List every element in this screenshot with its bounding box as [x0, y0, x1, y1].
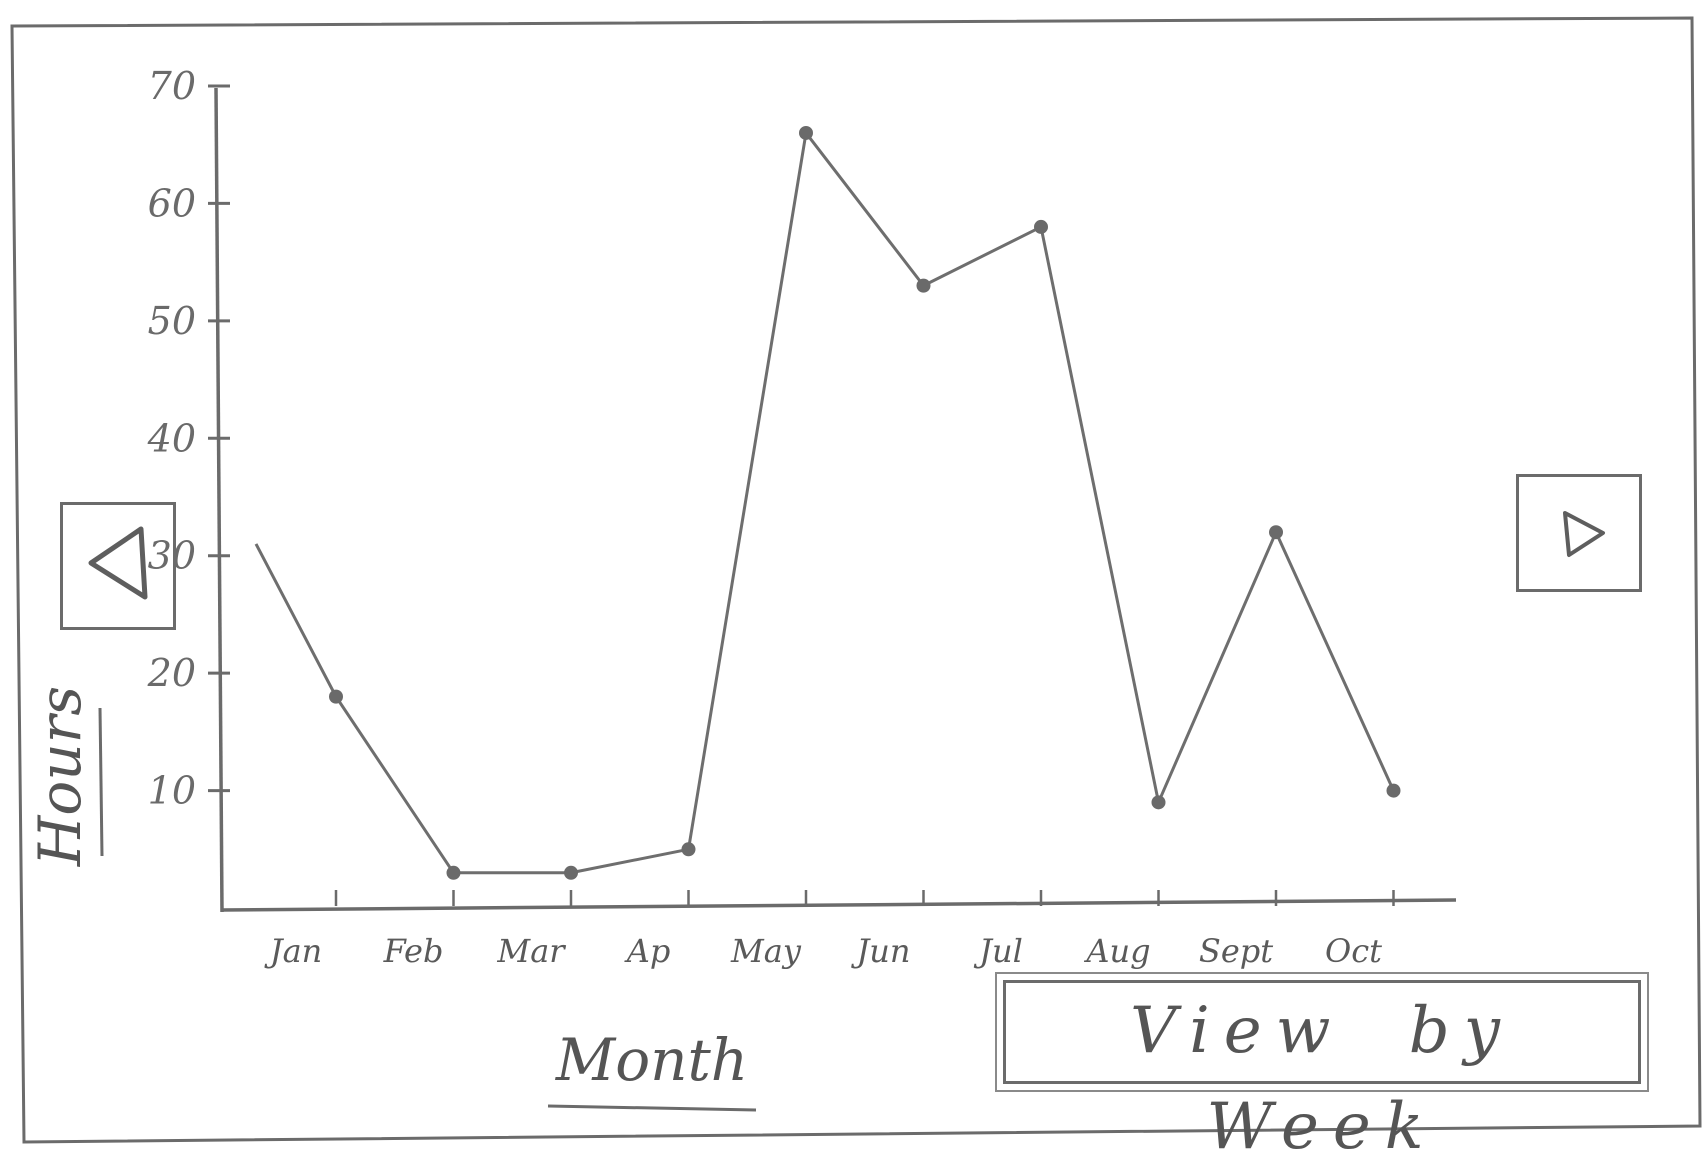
previous-period-button[interactable]: [60, 502, 176, 630]
sketch-frame: [10, 16, 1702, 1144]
data-point: [1151, 795, 1166, 810]
x-axis-line: [221, 898, 1457, 912]
y-axis-title: Hours: [26, 686, 94, 867]
next-period-button[interactable]: [1516, 474, 1642, 592]
x-tick-label: Sept: [1199, 932, 1273, 970]
data-point: [1034, 219, 1048, 234]
x-axis-ticks: Jan Feb Mar Ap May Jun Jul Aug Sept Oct: [264, 890, 1395, 970]
y-tick-label: 40: [147, 416, 196, 460]
data-point: [1386, 783, 1401, 798]
series-layer: [254, 125, 1401, 880]
triangle-right-icon: [1563, 511, 1605, 557]
data-point: [446, 865, 461, 880]
data-point: [1269, 525, 1283, 540]
data-point: [564, 865, 578, 880]
x-tick-label: Mar: [496, 932, 566, 970]
x-axis-title: Month: [555, 1026, 748, 1094]
y-tick-label: 20: [147, 651, 196, 695]
x-tick-label: May: [730, 932, 802, 970]
x-tick-label: Jun: [850, 932, 910, 970]
x-tick-label: Oct: [1325, 932, 1382, 970]
y-axis-ticks: 10 20 30 40 50 60 70: [147, 64, 230, 813]
x-tick-label: Aug: [1083, 932, 1150, 970]
y-tick-label: 60: [148, 181, 196, 225]
data-point: [681, 842, 696, 857]
y-tick-label: 70: [148, 64, 196, 108]
data-point: [329, 689, 343, 704]
triangle-left-icon: [88, 526, 148, 600]
data-point: [799, 125, 813, 140]
y-tick-label: 30: [148, 534, 196, 578]
data-point: [916, 278, 931, 293]
x-axis-title-underline: [547, 1104, 757, 1112]
y-tick-label: 10: [148, 769, 196, 813]
x-tick-label: Ap: [624, 932, 671, 970]
series-line: [254, 131, 1395, 875]
y-axis-line: [214, 87, 224, 913]
x-tick-label: Feb: [383, 932, 444, 970]
x-tick-label: Jul: [973, 932, 1023, 970]
view-by-week-button[interactable]: View by Week: [995, 972, 1649, 1164]
x-tick-label: Jan: [264, 932, 323, 970]
hours-by-month-chart: 10 20 30 40 50 60 70 Jan Feb Mar Ap May Jun Jul Aug Se…: [10, 16, 1702, 1144]
y-tick-label: 50: [148, 299, 196, 343]
y-axis-title-underline: [98, 707, 104, 857]
